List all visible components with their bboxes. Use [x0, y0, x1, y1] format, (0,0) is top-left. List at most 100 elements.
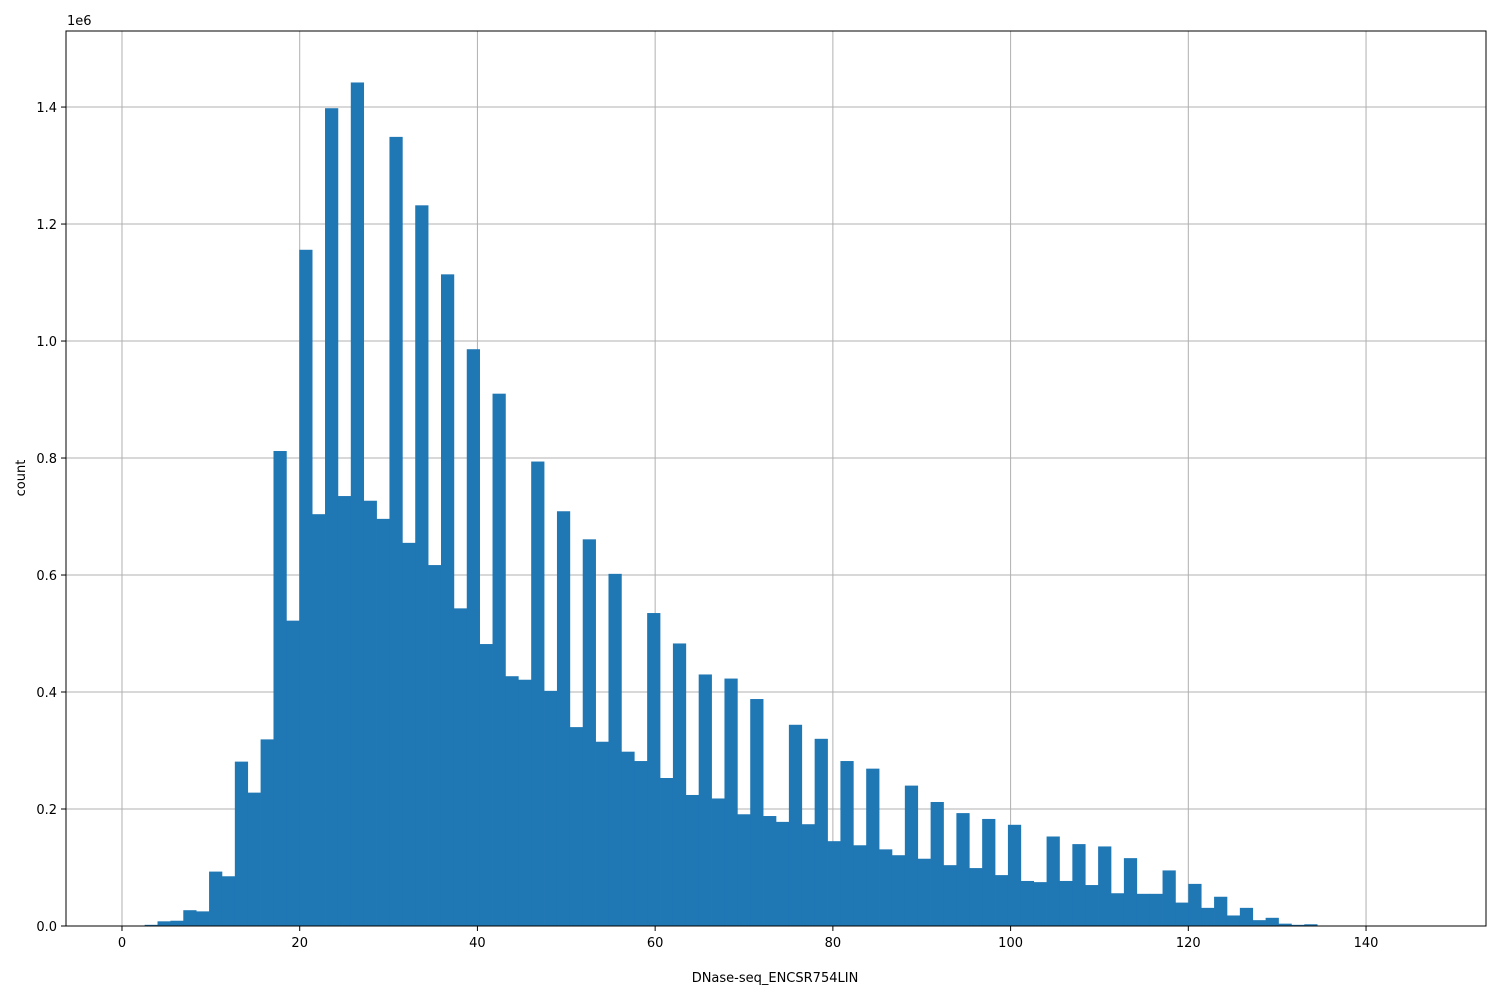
x-tick-label: 60 [647, 936, 664, 951]
histogram-bar [672, 643, 687, 926]
histogram-bar [376, 518, 390, 926]
histogram-bar [505, 676, 519, 926]
histogram-bar [737, 814, 751, 926]
histogram-bar [801, 824, 815, 926]
histogram-bar [647, 613, 661, 926]
y-tick-label: 0.0 [36, 920, 57, 935]
x-tick-label: 20 [291, 936, 308, 951]
histogram-bar [776, 821, 790, 926]
histogram-bar [711, 798, 725, 926]
histogram-bar [260, 739, 274, 926]
histogram-bar [814, 738, 828, 926]
histogram-bar [1136, 893, 1151, 926]
histogram-bar [891, 855, 906, 926]
histogram-bar [930, 801, 944, 926]
histogram-bar [144, 924, 158, 926]
x-tick-label: 120 [1176, 936, 1201, 951]
histogram-bar [402, 542, 416, 926]
histogram-bar [1072, 844, 1086, 926]
histogram-bar [827, 841, 841, 926]
histogram-bar [685, 794, 700, 926]
histogram-bar [479, 644, 493, 926]
y-tick-label: 0.4 [36, 686, 57, 701]
y-tick-label: 1.2 [36, 218, 57, 233]
histogram-bar [350, 82, 365, 927]
histogram-bar [982, 818, 996, 926]
bars [144, 82, 1318, 927]
x-tick-label: 140 [1354, 936, 1379, 951]
histogram-bar [788, 724, 803, 926]
histogram-bar [840, 761, 854, 926]
histogram-bar [750, 699, 764, 926]
histogram-bar [763, 816, 777, 926]
axes: 0 20 40 60 80 100 120 140 0.0 0.2 0.4 0.6 0.8 1.0 1.2 1… [36, 30, 1487, 951]
histogram-bar [183, 910, 197, 926]
histogram-bar [1085, 885, 1099, 926]
histogram-bar [209, 871, 223, 926]
histogram-bar [325, 108, 339, 926]
histogram-bar [1123, 858, 1138, 926]
histogram-bar [866, 768, 880, 926]
histogram-bar [621, 751, 635, 926]
histogram-bar [1111, 893, 1125, 926]
histogram-bar [544, 690, 558, 926]
histogram-bar [698, 674, 712, 926]
histogram-bar [415, 205, 429, 927]
x-tick-label: 80 [825, 936, 842, 951]
y-tick-label: 0.8 [36, 452, 57, 467]
histogram-bar [634, 761, 648, 926]
histogram-bar [660, 778, 674, 926]
histogram-bar [170, 920, 184, 926]
histogram-bar [879, 849, 893, 926]
histogram-bar [389, 136, 403, 926]
histogram-bar [1020, 880, 1035, 926]
histogram-bar [595, 741, 609, 926]
histogram-bar [943, 865, 957, 926]
histogram-bar [286, 620, 300, 926]
histogram-bar [608, 573, 622, 926]
histogram-bar [221, 876, 236, 926]
histogram-bar [1226, 915, 1241, 926]
x-tick-label: 0 [118, 936, 126, 951]
histogram-bar [466, 349, 480, 926]
histogram-bar [157, 921, 171, 926]
histogram-bar [1162, 870, 1176, 926]
plot-frame [65, 30, 1487, 927]
histogram-bar [1007, 824, 1022, 926]
histogram-bar [1175, 902, 1189, 926]
histogram-bar [196, 911, 210, 926]
histogram-bar [1214, 896, 1228, 926]
x-tick-label: 100 [998, 936, 1023, 951]
histogram-bar [1059, 880, 1073, 926]
histogram-bar [969, 868, 983, 926]
histogram-bar [492, 393, 506, 926]
y-tick-label: 0.2 [36, 803, 57, 818]
histogram-bar [995, 875, 1009, 926]
histogram-bar [337, 496, 352, 926]
histogram-bar [556, 511, 571, 926]
histogram-bar [247, 792, 261, 926]
y-tick-label: 1.4 [36, 101, 57, 116]
histogram-bar [440, 274, 455, 926]
histogram-bar [428, 565, 442, 926]
histogram-bar [1098, 846, 1112, 926]
histogram-bar [1278, 923, 1292, 926]
histogram-bar [853, 845, 867, 926]
histogram-bar [1046, 836, 1060, 926]
histogram-bar [453, 608, 468, 926]
histogram-bar [569, 727, 584, 926]
y-axis-label: count [14, 460, 29, 497]
histogram-bar [724, 678, 738, 926]
y-offset-label: 1e6 [67, 14, 92, 29]
y-tick-label: 0.6 [36, 569, 57, 584]
histogram-bar [234, 761, 249, 926]
histogram-bar [1252, 920, 1266, 926]
histogram-bar [1149, 893, 1163, 926]
x-axis-label: DNase-seq_ENCSR754LIN [692, 971, 859, 986]
histogram-bar [312, 514, 326, 926]
histogram-bar [1201, 907, 1215, 926]
histogram-bar [518, 679, 532, 926]
x-tick-label: 40 [469, 936, 486, 951]
